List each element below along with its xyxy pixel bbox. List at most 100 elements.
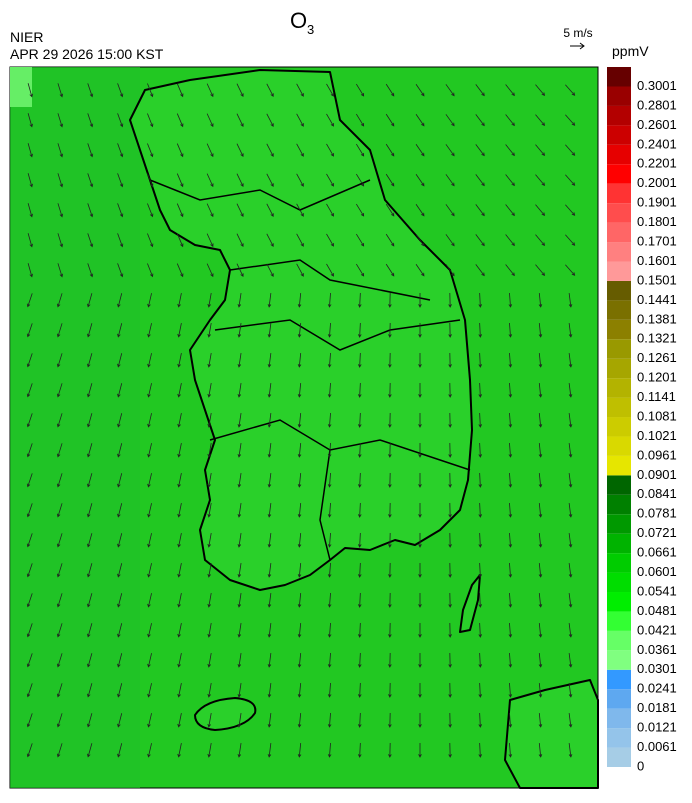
- wind-arrow: [297, 442, 302, 458]
- colorbar-label: 0.0481: [637, 603, 677, 618]
- wind-arrow: [207, 743, 212, 758]
- wind-arrow: [297, 322, 302, 338]
- wind-arrow: [266, 233, 274, 247]
- wind-arrow: [176, 83, 184, 98]
- wind-arrow: [147, 83, 154, 98]
- colorbar-label: 0.2001: [637, 175, 677, 190]
- wind-arrow: [388, 352, 392, 368]
- wind-arrow: [117, 503, 123, 518]
- wind-arrow: [388, 472, 392, 488]
- wind-arrow: [117, 413, 123, 428]
- wind-arrow: [297, 592, 302, 608]
- wind-arrow: [327, 742, 332, 758]
- wind-arrow: [357, 322, 362, 338]
- wind-arrow: [117, 623, 123, 638]
- wind-arrow: [207, 413, 212, 428]
- wind-arrow: [475, 264, 485, 277]
- colorbar-swatch: [607, 494, 631, 515]
- wind-arrow: [56, 383, 63, 398]
- wind-arrow: [478, 292, 483, 308]
- wind-arrow: [538, 442, 543, 458]
- wind-arrow: [207, 383, 212, 398]
- wind-arrow: [177, 743, 182, 758]
- wind-arrow: [327, 502, 332, 518]
- wind-arrow: [418, 743, 422, 758]
- wind-arrow: [267, 383, 272, 398]
- wind-scale-label: 5 m/s: [563, 26, 592, 40]
- wind-arrow: [357, 532, 362, 548]
- colorbar-label: 0.0601: [637, 564, 677, 579]
- colorbar-label: 0.0421: [637, 622, 677, 637]
- wind-arrow: [26, 623, 33, 638]
- wind-arrow: [207, 623, 212, 638]
- wind-arrow: [207, 683, 212, 698]
- colorbar-swatch: [607, 436, 631, 456]
- province-borders: [149, 179, 471, 561]
- wind-arrow: [56, 533, 63, 548]
- wind-arrow: [357, 682, 362, 698]
- wind-arrow: [448, 352, 452, 368]
- wind-arrow: [267, 293, 272, 308]
- wind-arrow: [87, 503, 93, 518]
- wind-arrow: [388, 502, 392, 518]
- colorbar-swatch: [607, 533, 631, 554]
- wind-arrow: [87, 323, 93, 338]
- wind-arrow: [478, 322, 483, 338]
- wind-arrow: [117, 173, 124, 188]
- wind-arrow: [147, 263, 154, 278]
- wind-arrow: [445, 114, 455, 127]
- colorbar-label: 0.1501: [637, 272, 677, 287]
- wind-arrow: [327, 712, 332, 728]
- wind-arrow: [266, 113, 274, 127]
- wind-arrow: [568, 323, 573, 338]
- wind-arrow: [56, 653, 63, 668]
- colorbar-label: 0.0841: [637, 486, 677, 501]
- wind-arrow: [87, 443, 93, 458]
- wind-arrow: [87, 83, 94, 98]
- wind-arrow: [267, 413, 272, 428]
- wind-arrow: [478, 352, 483, 368]
- wind-arrow: [508, 652, 513, 668]
- wind-arrow: [535, 264, 546, 276]
- wind-arrow: [237, 443, 242, 458]
- wind-arrow: [535, 204, 546, 216]
- colorbar-label: 0.1901: [637, 195, 677, 210]
- wind-arrow: [206, 83, 214, 98]
- wind-arrow: [26, 383, 33, 398]
- wind-arrow: [535, 174, 546, 186]
- wind-arrow: [27, 113, 33, 128]
- wind-arrow: [385, 143, 395, 157]
- colorbar-label: 0.0661: [637, 545, 677, 560]
- wind-arrow: [508, 592, 513, 608]
- wind-arrow: [388, 742, 392, 758]
- wind-arrow: [147, 203, 154, 218]
- wind-arrow: [568, 413, 573, 428]
- wind-arrow: [117, 593, 123, 608]
- wind-arrow: [448, 562, 452, 578]
- wind-arrow: [385, 263, 395, 277]
- wind-arrow: [297, 412, 302, 428]
- wind-arrow: [538, 472, 543, 488]
- wind-arrow: [538, 682, 543, 698]
- wind-arrow: [388, 592, 392, 608]
- wind-arrow: [147, 563, 152, 578]
- colorbar-swatch: [607, 203, 631, 223]
- wind-arrow: [236, 203, 244, 218]
- wind-arrow: [87, 563, 93, 578]
- wind-arrow: [296, 233, 304, 247]
- wind-arrow: [418, 503, 422, 518]
- wind-arrow: [297, 352, 302, 368]
- colorbar-label: 0: [637, 758, 644, 773]
- wind-arrow: [445, 84, 455, 97]
- wind-arrow: [357, 652, 362, 668]
- wind-arrow: [266, 173, 274, 187]
- wind-arrow: [267, 503, 272, 518]
- wind-arrow: [117, 113, 124, 128]
- wind-arrow: [388, 712, 392, 728]
- colorbar-swatch: [607, 358, 631, 379]
- wind-arrow: [206, 263, 214, 278]
- wind-arrow: [177, 683, 182, 698]
- colorbar-label: 0.1701: [637, 233, 677, 248]
- wind-arrow: [385, 83, 395, 97]
- wind-arrow: [326, 113, 334, 127]
